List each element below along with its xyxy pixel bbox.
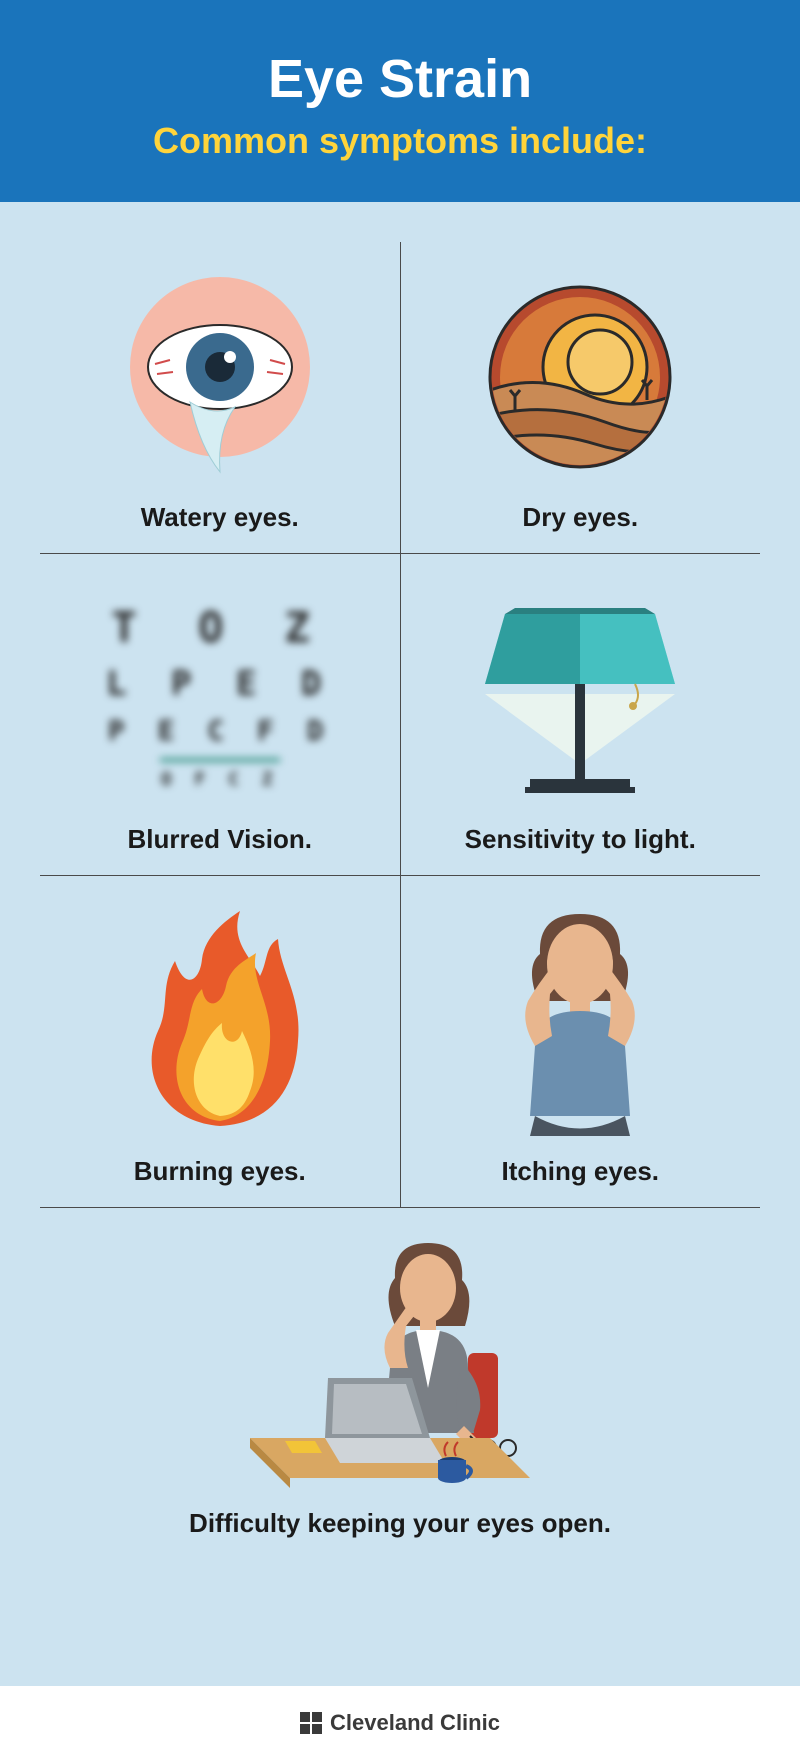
clinic-logo-icon bbox=[300, 1712, 322, 1734]
symptom-label: Blurred Vision. bbox=[128, 824, 312, 855]
flame-icon bbox=[50, 906, 390, 1136]
footer-text: Cleveland Clinic bbox=[330, 1710, 500, 1736]
symptom-cell-light: Sensitivity to light. bbox=[400, 554, 761, 875]
symptom-cell-itching: Itching eyes. bbox=[400, 876, 761, 1207]
desert-icon bbox=[411, 272, 751, 482]
header-banner: Eye Strain Common symptoms include: bbox=[0, 0, 800, 202]
symptom-label: Dry eyes. bbox=[522, 502, 638, 533]
chart-line: O F C Z bbox=[106, 766, 333, 793]
eye-chart-icon: T O Z L P E D P E C F D O F C Z bbox=[50, 584, 390, 804]
chart-line: L P E D bbox=[106, 659, 333, 710]
symptom-cell-blurred: T O Z L P E D P E C F D O F C Z Blurred … bbox=[40, 554, 400, 875]
page-title: Eye Strain bbox=[20, 48, 780, 110]
desk-tired-icon bbox=[50, 1238, 750, 1488]
symptoms-grid: Watery eyes. Dry bbox=[0, 202, 800, 1686]
page-subtitle: Common symptoms include: bbox=[20, 120, 780, 162]
symptom-label: Watery eyes. bbox=[141, 502, 299, 533]
chart-divider bbox=[160, 758, 280, 762]
chart-line: P E C F D bbox=[106, 710, 333, 752]
symptom-cell-burning: Burning eyes. bbox=[40, 876, 400, 1207]
rubbing-eyes-icon bbox=[411, 906, 751, 1136]
grid-row: T O Z L P E D P E C F D O F C Z Blurred … bbox=[40, 554, 760, 876]
footer: Cleveland Clinic bbox=[0, 1686, 800, 1760]
symptom-label: Itching eyes. bbox=[502, 1156, 660, 1187]
symptom-cell-watery: Watery eyes. bbox=[40, 242, 400, 553]
symptom-cell-dry: Dry eyes. bbox=[400, 242, 761, 553]
grid-row: Watery eyes. Dry bbox=[40, 242, 760, 554]
symptom-label: Sensitivity to light. bbox=[465, 824, 696, 855]
symptom-label: Burning eyes. bbox=[134, 1156, 306, 1187]
chart-line: T O Z bbox=[106, 596, 333, 659]
symptom-cell-difficulty: Difficulty keeping your eyes open. bbox=[40, 1208, 760, 1559]
watery-eye-icon bbox=[50, 272, 390, 482]
grid-row: Burning eyes. Itching eyes. bbox=[40, 876, 760, 1208]
lamp-icon bbox=[411, 584, 751, 804]
grid-row: Difficulty keeping your eyes open. bbox=[40, 1208, 760, 1559]
symptom-label: Difficulty keeping your eyes open. bbox=[189, 1508, 611, 1539]
